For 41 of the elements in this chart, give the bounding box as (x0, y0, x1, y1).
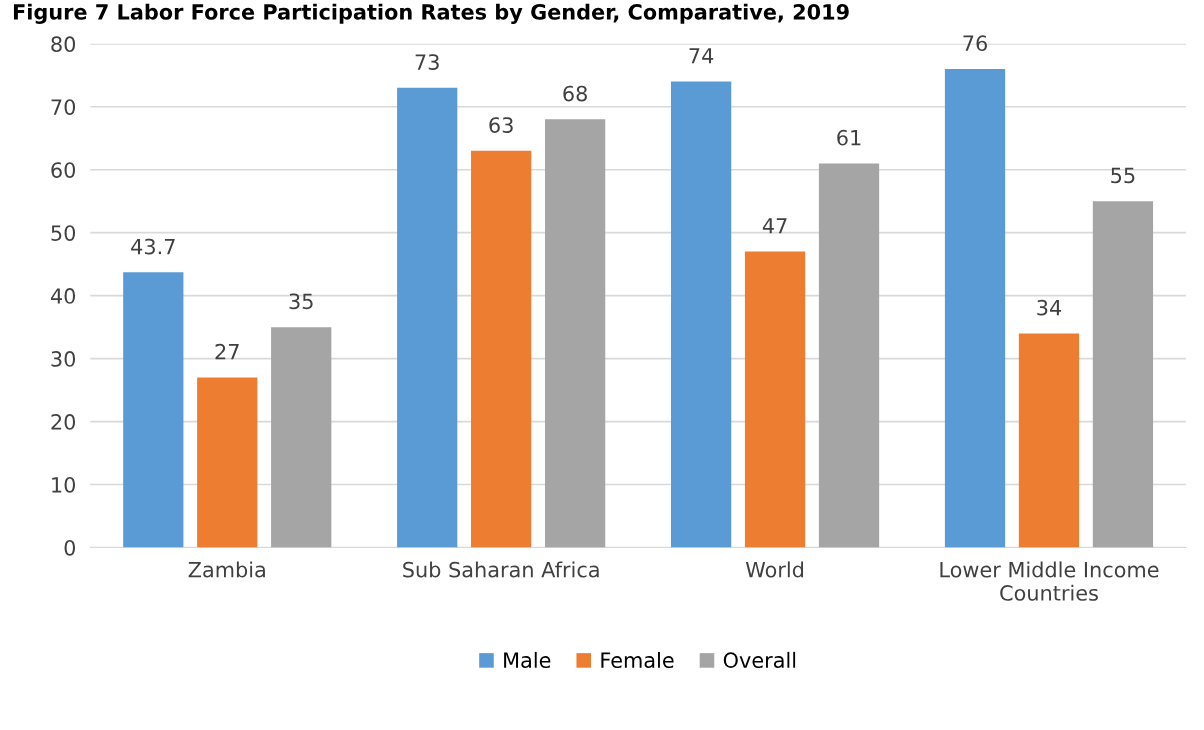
y-tick-label: 80 (51, 36, 76, 53)
bar (744, 251, 806, 548)
y-tick-label: 20 (51, 414, 76, 430)
bar (818, 163, 880, 548)
data-label: 61 (837, 129, 861, 146)
data-label: 27 (215, 343, 239, 360)
bar (197, 377, 258, 548)
y-tick-label: 60 (51, 162, 76, 178)
legend-label: Overall (723, 651, 796, 669)
y-tick-label: 0 (64, 539, 76, 556)
bar (271, 327, 332, 548)
data-label: 68 (563, 85, 587, 102)
x-tick-label: Lower Middle Income Countries (940, 561, 1159, 601)
x-tick-label: World (745, 561, 804, 578)
bar (397, 87, 458, 548)
y-tick-label: 50 (51, 225, 76, 241)
x-tick-label: Sub Saharan Africa (403, 561, 599, 578)
y-tick-label: 40 (50, 288, 76, 304)
bar (670, 81, 732, 548)
data-label: 34 (1037, 299, 1062, 316)
bar (944, 68, 1006, 548)
y-tick-label: 10 (52, 476, 76, 493)
data-label: 35 (289, 293, 313, 310)
data-label: 63 (489, 117, 513, 133)
bar (1018, 333, 1080, 548)
bar (544, 119, 606, 548)
bar (123, 272, 184, 548)
data-label: 47 (762, 218, 787, 234)
bar (1092, 201, 1154, 548)
legend-label: Female (601, 651, 674, 669)
x-tick-label: Zambia (188, 561, 265, 578)
data-label: 76 (963, 35, 987, 52)
data-label: 43.7 (131, 238, 175, 255)
y-tick-label: 70 (51, 99, 76, 115)
bar (471, 150, 532, 548)
y-tick-label: 30 (51, 351, 76, 367)
data-label: 73 (415, 54, 439, 70)
chart-title: Figure 7 Labor Force Participation Rates by Gender, Comparative, 2019 (13, 3, 849, 24)
data-label: 74 (689, 48, 714, 64)
legend-label: Male (504, 651, 551, 669)
data-label: 55 (1111, 167, 1135, 184)
